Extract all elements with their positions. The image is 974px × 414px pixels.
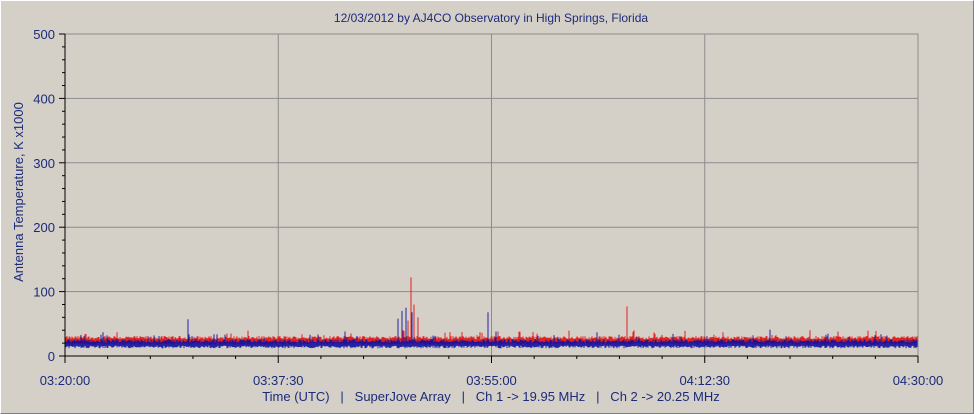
- y-tick-labels: 0 100 200 300 400 500: [33, 27, 55, 364]
- series-ch2-line: [65, 307, 918, 349]
- chart-title: 12/03/2012 by AJ4CO Observatory in High …: [334, 11, 648, 25]
- axes: [60, 34, 918, 361]
- x-tick-label: 04:30:00: [893, 373, 944, 388]
- series-layer: [65, 277, 918, 349]
- x-tick-label: 04:12:30: [679, 373, 730, 388]
- x-tick-label: 03:37:30: [253, 373, 304, 388]
- y-tick-label: 300: [33, 156, 55, 171]
- x-tick-label: 03:20:00: [40, 373, 91, 388]
- y-tick-label: 400: [33, 91, 55, 106]
- y-tick-label: 500: [33, 27, 55, 42]
- x-axis-label: Time (UTC) | SuperJove Array | Ch 1 -> 1…: [262, 389, 720, 404]
- y-axis-label: Antenna Temperature, K x1000: [11, 102, 26, 282]
- x-tick-labels: 03:20:00 03:37:30 03:55:00 04:12:30 04:30:00: [40, 373, 944, 388]
- y-tick-label: 100: [33, 285, 55, 300]
- x-tick-label: 03:55:00: [466, 373, 517, 388]
- y-tick-label: 200: [33, 220, 55, 235]
- y-tick-label: 0: [48, 349, 55, 364]
